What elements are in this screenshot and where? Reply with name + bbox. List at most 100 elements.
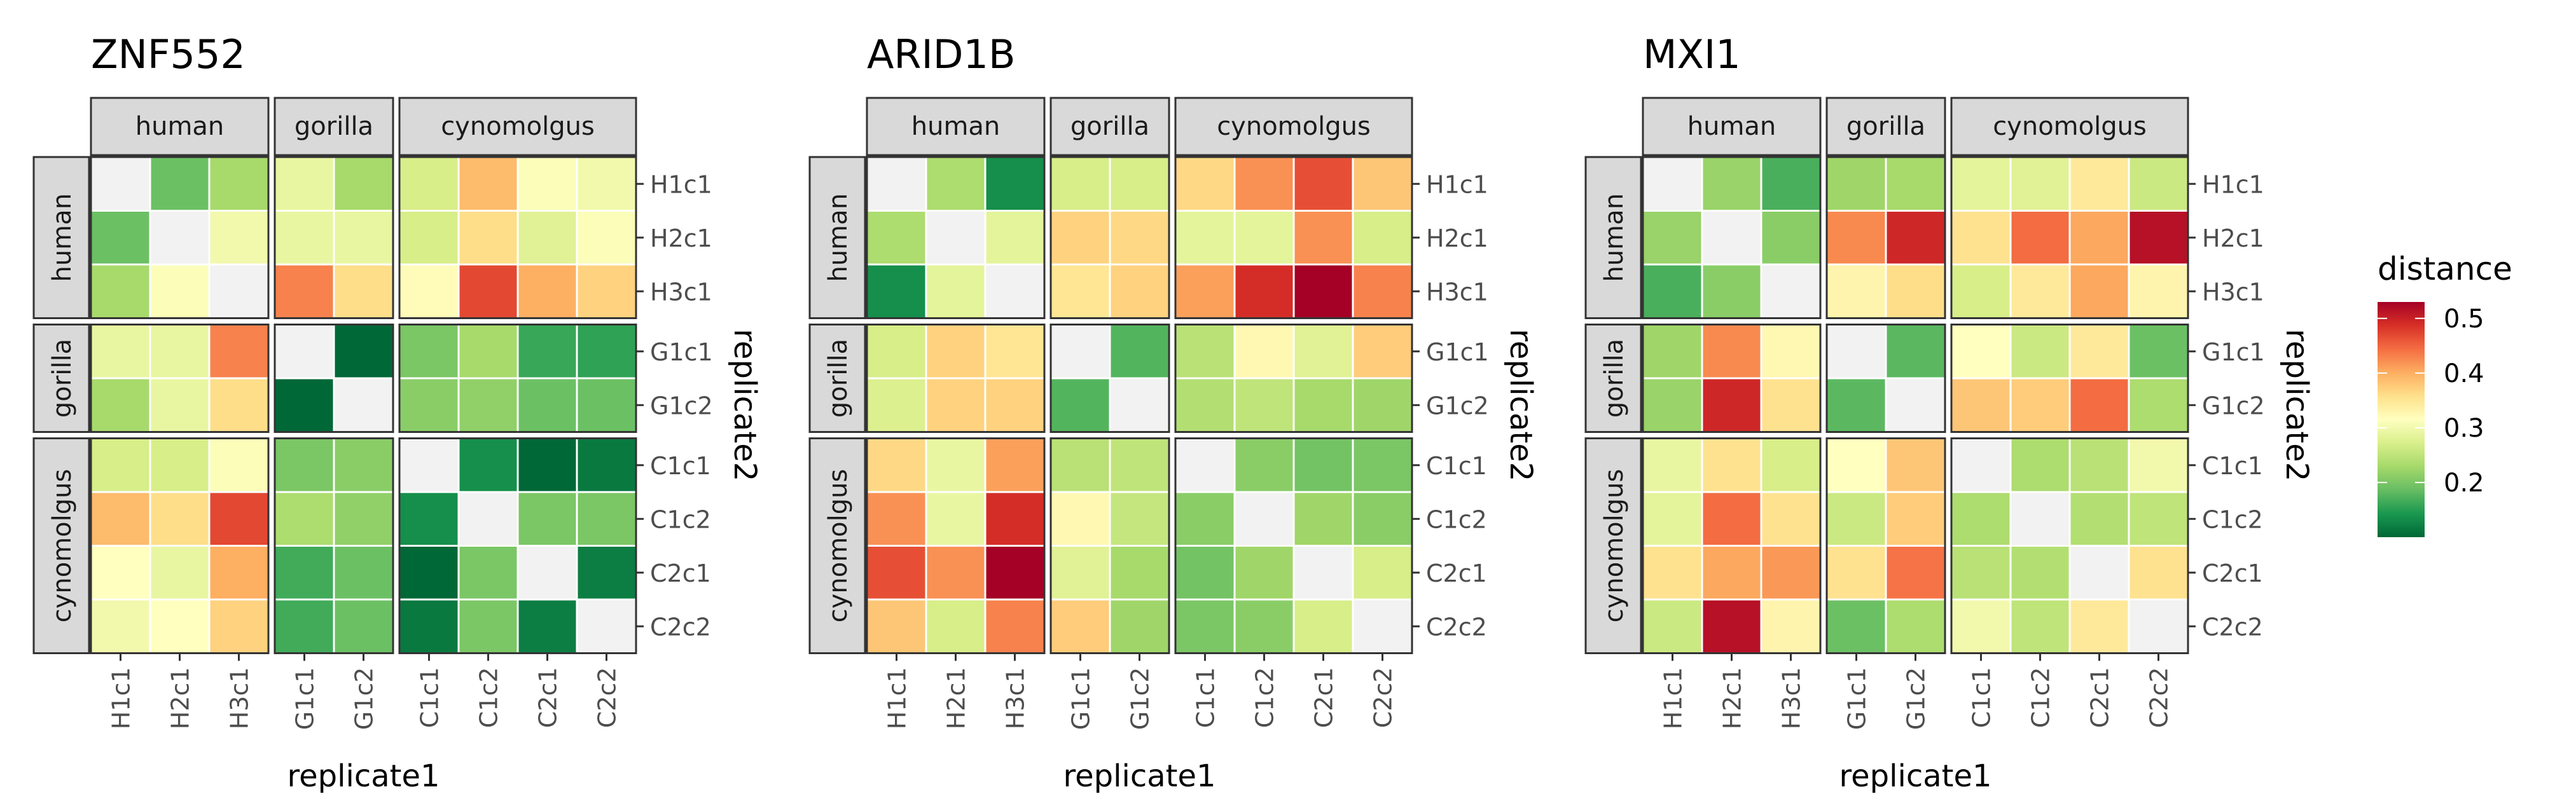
y-tick-label: G1c1 [650,338,713,366]
heatmap-cell [1049,437,1111,493]
heatmap-cell [2009,598,2071,654]
heatmap-cell [398,377,460,433]
heatmap-cell [1760,545,1822,601]
heatmap-cell [90,377,151,433]
heatmap-cell [925,263,987,319]
heatmap-cell [1701,156,1762,212]
heatmap-cell [1760,156,1822,212]
heatmap-cell [1825,545,1887,601]
facet-border [1049,437,1170,654]
row-strip-label: cynomolgus [824,469,853,623]
x-tick-label: H2c1 [943,668,971,730]
heatmap-cell [274,377,335,433]
row-strip [808,156,866,319]
heatmap-cell [984,263,1046,319]
row-strip-label: human [824,193,853,282]
heatmap-cell [149,598,211,654]
heatmap-cell [1352,437,1413,493]
heatmap-cell [866,263,927,319]
heatmap-cell [1885,377,1946,433]
heatmap-cell [1701,437,1762,493]
heatmap-cell [208,437,270,493]
heatmap-cell [2128,545,2189,601]
heatmap-cell [1950,598,2012,654]
heatmap-cell [1233,598,1295,654]
heatmap-cell [1885,598,1946,654]
column-strip-label: cynomolgus [441,112,595,141]
y-tick-label: C2c2 [650,613,711,641]
heatmap-cell [2128,210,2189,266]
heatmap-cell [1174,377,1236,433]
x-tick-label: C1c2 [1251,668,1279,729]
x-tick-label: C1c2 [2027,668,2055,729]
heatmap-cell [984,545,1046,601]
row-strip-label: gorilla [1600,339,1629,418]
heatmap-cell [1760,263,1822,319]
row-strip-label: human [48,193,77,282]
x-tick-label: H2c1 [1719,668,1747,730]
heatmap-cell [398,598,460,654]
heatmap-cell [1174,545,1236,601]
heatmap-cell [1825,491,1887,547]
heatmap-cell [2128,437,2189,493]
heatmap-cell [1885,156,1946,212]
facet-border [1049,156,1170,319]
heatmap-cell [457,377,519,433]
heatmap-cell [1950,377,2012,433]
y-tick-label: C1c2 [2202,505,2263,533]
heatmap-cell [1292,377,1354,433]
heatmap-cell [333,156,394,212]
heatmap-cell [1233,324,1295,380]
heatmap-cell [1950,324,2012,380]
facet-border [1049,324,1170,433]
column-strip [90,97,270,156]
heatmap-cell [866,437,927,493]
heatmap-cell [1292,545,1354,601]
heatmap-cell [1049,545,1111,601]
heatmap-cell [90,598,151,654]
heatmap-cell [2068,437,2130,493]
column-strip [1049,97,1170,156]
heatmap-cell [1950,263,2012,319]
heatmap-cell [457,437,519,493]
heatmap-cell [866,377,927,433]
heatmap-cell [1109,437,1170,493]
heatmap-cell [925,437,987,493]
column-strip-label: gorilla [1846,112,1925,141]
heatmap-cell [274,545,335,601]
heatmap-cell [149,263,211,319]
heatmap-cell [576,210,637,266]
heatmap-cell [1352,324,1413,380]
heatmap-cell [1825,324,1887,380]
heatmap-cell [2128,377,2189,433]
heatmap-cell [516,437,578,493]
heatmap-cell [1701,598,1762,654]
heatmap-cell [1885,437,1946,493]
x-tick-label: C1c2 [475,668,503,729]
heatmap-cell [90,491,151,547]
x-tick-label: H1c1 [883,668,911,730]
y-tick-label: G1c2 [1426,392,1489,420]
heatmap-cell [1825,210,1887,266]
heatmap-panel-arid1b: ARID1B human gorilla cynomolgus human gorilla… [808,31,1539,794]
x-tick-label: G1c1 [291,668,319,730]
y-axis-title: replicate2 [727,329,763,481]
heatmap-cell [1049,324,1111,380]
heatmap-cell [1049,491,1111,547]
heatmap-cell [1885,324,1946,380]
heatmap-cell [516,210,578,266]
heatmap-cell [984,156,1046,212]
heatmap-cell [333,598,394,654]
x-tick-label: C2c1 [2086,668,2114,729]
heatmap-cell [2068,156,2130,212]
heatmap-cell [1292,491,1354,547]
heatmap-cell [2128,263,2189,319]
heatmap-cell [274,491,335,547]
facet-border [274,156,394,319]
heatmap-cell [1352,491,1413,547]
heatmap-cell [2009,491,2071,547]
facet-border [90,156,270,319]
facet-border [398,437,637,654]
legend-tick-label: 0.5 [2444,305,2484,334]
